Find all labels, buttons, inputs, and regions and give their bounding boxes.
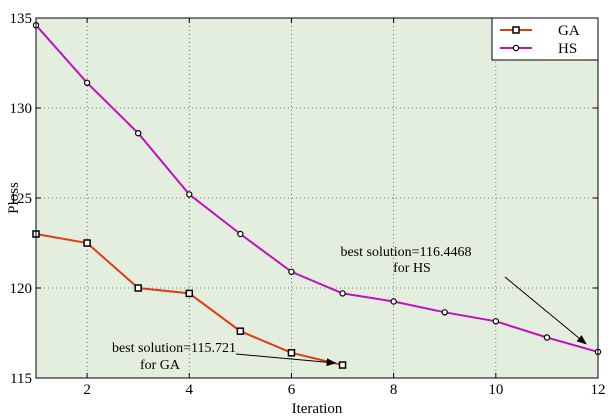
data-point-hs bbox=[288, 268, 295, 275]
data-point-ga bbox=[83, 239, 91, 247]
data-point-ga bbox=[185, 289, 194, 298]
data-point-hs bbox=[339, 290, 346, 297]
series-line-hs bbox=[35, 24, 599, 353]
annotation-hs-arrow bbox=[504, 276, 587, 345]
x-tick-label: 10 bbox=[488, 382, 503, 398]
x-tick-label: 6 bbox=[288, 382, 296, 398]
annotation-hs: best solution=116.4468 for HS bbox=[340, 245, 587, 345]
annotation-hs-line1: best solution=116.4468 bbox=[340, 245, 471, 260]
y-tick-label: 115 bbox=[10, 371, 32, 387]
legend-box bbox=[491, 17, 599, 61]
annotation-ga: best solution=115.721 for GA bbox=[112, 341, 337, 373]
data-point-hs bbox=[237, 230, 244, 238]
x-tick-label: 4 bbox=[186, 382, 194, 398]
annotation-ga-line2: for GA bbox=[140, 358, 181, 373]
x-tick-label: 12 bbox=[591, 382, 606, 398]
y-axis-label: Ploss bbox=[6, 182, 22, 214]
legend-label-ga: GA bbox=[558, 23, 580, 39]
annotation-hs-line2: for HS bbox=[393, 261, 431, 276]
series-hs bbox=[32, 22, 602, 356]
data-point-ga bbox=[134, 284, 142, 292]
data-point-hs bbox=[492, 318, 500, 325]
legend-marker-ga bbox=[512, 26, 520, 34]
x-tick-label: 8 bbox=[390, 382, 398, 398]
data-point-ga bbox=[338, 361, 347, 369]
data-point-hs bbox=[134, 129, 142, 137]
legend-item-hs: HS bbox=[500, 41, 577, 57]
y-tick-label: 135 bbox=[10, 11, 33, 27]
data-point-ga bbox=[236, 327, 245, 335]
data-point-hs bbox=[186, 191, 193, 198]
legend-item-ga: GA bbox=[500, 23, 580, 39]
legend-label-hs: HS bbox=[558, 41, 577, 57]
y-tick-label: 125 bbox=[10, 191, 33, 207]
y-tick-label: 120 bbox=[10, 281, 33, 297]
annotation-ga-arrow bbox=[235, 353, 337, 367]
legend: GA HS bbox=[491, 17, 599, 61]
y-tick-label: 130 bbox=[10, 101, 33, 117]
x-tick-label: 2 bbox=[83, 382, 91, 398]
annotation-ga-line1: best solution=115.721 bbox=[112, 341, 236, 356]
data-point-hs bbox=[390, 298, 397, 305]
data-point-hs bbox=[543, 334, 551, 341]
data-point-hs bbox=[83, 79, 91, 87]
data-point-hs bbox=[441, 309, 448, 316]
x-axis-label: Iteration bbox=[292, 401, 343, 417]
legend-marker-hs bbox=[512, 44, 520, 52]
data-point-ga bbox=[287, 349, 296, 357]
